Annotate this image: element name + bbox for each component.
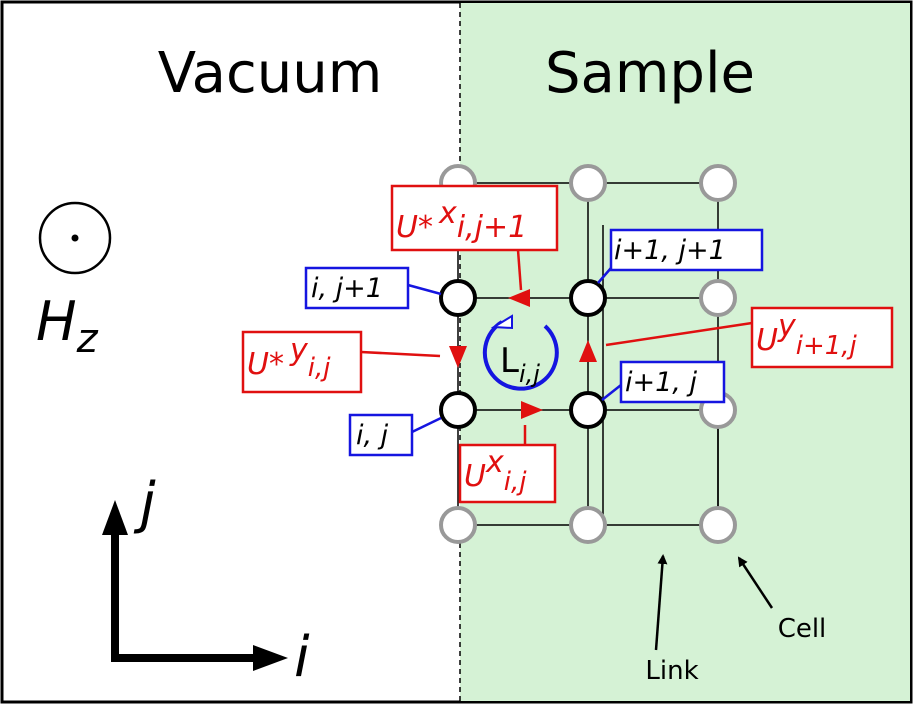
node-label: i+1, j bbox=[625, 367, 697, 398]
link-label: Uyi+1,j bbox=[756, 309, 858, 361]
region-label: Sample bbox=[545, 41, 755, 106]
region-label: Vacuum bbox=[158, 41, 383, 106]
link-label: U* xi,j+1 bbox=[396, 196, 527, 245]
axis-arrow bbox=[102, 500, 128, 535]
loop-arrow bbox=[490, 314, 513, 330]
callout-arrow bbox=[654, 554, 668, 651]
link-label: U* yi,j bbox=[247, 333, 331, 383]
callout-label: Link bbox=[645, 656, 698, 686]
field-symbol bbox=[38, 201, 112, 275]
link-label: Uxi,j bbox=[464, 445, 527, 497]
node-label: i, j+1 bbox=[311, 273, 383, 304]
loop-label: Li,j bbox=[500, 341, 540, 388]
link-arrows bbox=[449, 289, 597, 419]
axes bbox=[111, 520, 270, 662]
node-label: i+1, j+1 bbox=[614, 235, 726, 266]
node-label: i, j bbox=[356, 420, 389, 451]
callout-arrow bbox=[737, 556, 774, 609]
connectors bbox=[360, 249, 753, 445]
callout-label: Cell bbox=[778, 614, 827, 644]
label-boxes bbox=[241, 184, 894, 504]
loop bbox=[482, 320, 559, 391]
axis-arrow bbox=[253, 645, 288, 671]
field-label: Hz bbox=[36, 290, 99, 362]
cells bbox=[439, 164, 737, 544]
field-dot bbox=[71, 234, 79, 242]
axis-label: i bbox=[294, 625, 310, 690]
